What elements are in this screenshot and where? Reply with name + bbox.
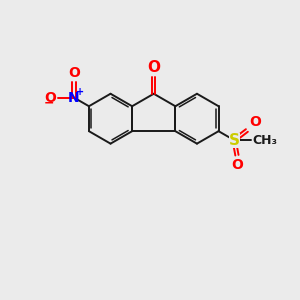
Text: O: O [44,91,56,105]
Text: N: N [68,91,80,105]
Text: S: S [229,133,240,148]
Text: −: − [44,96,55,109]
Text: O: O [147,60,160,75]
Text: CH₃: CH₃ [252,134,277,147]
Text: O: O [68,65,80,80]
Text: O: O [231,158,243,172]
Text: O: O [249,115,261,129]
Text: +: + [76,87,84,97]
